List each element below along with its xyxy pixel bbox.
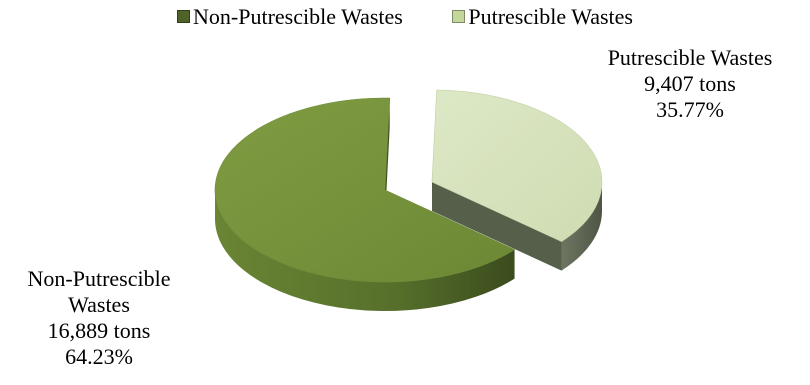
data-label-putrescible-name: Putrescible Wastes <box>607 45 773 70</box>
legend-swatch-non-putrescible <box>177 10 191 23</box>
pie-slice-non-putrescible-side <box>215 190 515 312</box>
data-label-non-putrescible-percent: 64.23% <box>65 344 133 369</box>
chart-legend: Non-Putrescible Wastes Putrescible Waste… <box>0 4 810 30</box>
data-label-putrescible-value: 9,407 tons <box>644 71 736 96</box>
legend-item-non-putrescible: Non-Putrescible Wastes <box>177 4 403 30</box>
pie-slice-non-putrescible-top <box>214 97 516 283</box>
data-label-putrescible: Putrescible Wastes 9,407 tons 35.77% <box>600 45 780 123</box>
data-label-non-putrescible-value: 16,889 tons <box>47 318 151 343</box>
pie-slice-non-putrescible <box>214 97 516 312</box>
data-label-non-putrescible-name-line2: Wastes <box>68 292 130 317</box>
data-label-non-putrescible-name-line1: Non-Putrescible <box>27 266 171 291</box>
legend-label-putrescible: Putrescible Wastes <box>468 4 633 29</box>
legend-label-non-putrescible: Non-Putrescible Wastes <box>193 4 403 29</box>
pie-slice-putrescible-side <box>561 182 602 271</box>
data-label-non-putrescible: Non-Putrescible Wastes 16,889 tons 64.23… <box>4 266 194 370</box>
pie-slice-non-putrescible-cut-face <box>385 98 390 219</box>
pie-slice-putrescible-cut-face <box>432 182 562 271</box>
pie-slice-putrescible <box>431 89 603 271</box>
legend-item-putrescible: Putrescible Wastes <box>452 4 633 30</box>
legend-swatch-putrescible <box>452 10 466 23</box>
pie-slice-putrescible-top <box>431 89 603 242</box>
pie-slices <box>214 89 603 312</box>
data-label-putrescible-percent: 35.77% <box>656 97 724 122</box>
